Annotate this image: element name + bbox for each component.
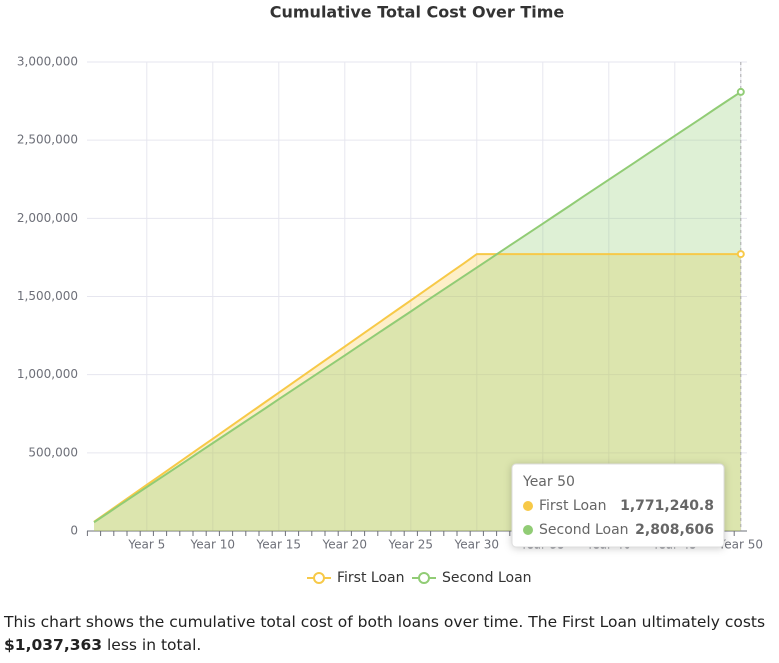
y-tick-label: 1,000,000	[17, 367, 78, 381]
area	[94, 254, 741, 532]
chart-title: Cumulative Total Cost Over Time	[270, 3, 565, 22]
note-amount: $1,037,363	[4, 636, 103, 654]
y-tick-label: 3,000,000	[17, 55, 78, 69]
x-tick-label: Year 20	[322, 538, 368, 552]
line	[93, 253, 741, 523]
tooltip-dot	[523, 525, 533, 535]
tooltip-value: 2,808,606	[635, 522, 714, 538]
tooltip-dot	[523, 501, 533, 511]
x-tick-label: Year 15	[256, 538, 302, 552]
tooltip-name: First Loan	[539, 498, 606, 514]
legend-label[interactable]: Second Loan	[442, 570, 532, 586]
tooltip-title: Year 50	[522, 474, 575, 490]
x-tick-label: Year 5	[127, 538, 165, 552]
x-tick-label: Year 10	[190, 538, 236, 552]
y-tick-label: 2,500,000	[17, 133, 78, 147]
x-tick-label: Year 50	[718, 538, 764, 552]
line	[93, 91, 742, 524]
y-tick-label: 1,500,000	[17, 289, 78, 303]
area	[94, 91, 741, 531]
point	[736, 87, 745, 96]
x-tick-label: Year 30	[454, 538, 500, 552]
legend: First Loan Second Loan	[307, 570, 532, 586]
point	[736, 250, 745, 259]
y-tick-label: 2,000,000	[17, 211, 78, 225]
chart-note: This chart shows the cumulative total co…	[4, 611, 779, 657]
tooltip-name: Second Loan	[539, 522, 629, 538]
x-tick-label: Year 25	[388, 538, 434, 552]
legend-symbol	[418, 572, 430, 584]
y-tick-label: 500,000	[28, 445, 78, 459]
tooltip-value: 1,771,240.8	[620, 498, 714, 514]
legend-label[interactable]: First Loan	[337, 570, 404, 586]
y-tick-label: 0	[70, 524, 78, 538]
tooltip-box	[511, 463, 725, 548]
tooltip: Year 50 First Loan 1,771,240.8 Second Lo…	[511, 463, 725, 548]
legend-symbol	[313, 572, 325, 584]
note-text: This chart shows the cumulative total co…	[4, 613, 766, 631]
note-text: less in total.	[102, 636, 202, 654]
chart: Cumulative Total Cost Over Time 0 500,000…	[17, 3, 764, 587]
